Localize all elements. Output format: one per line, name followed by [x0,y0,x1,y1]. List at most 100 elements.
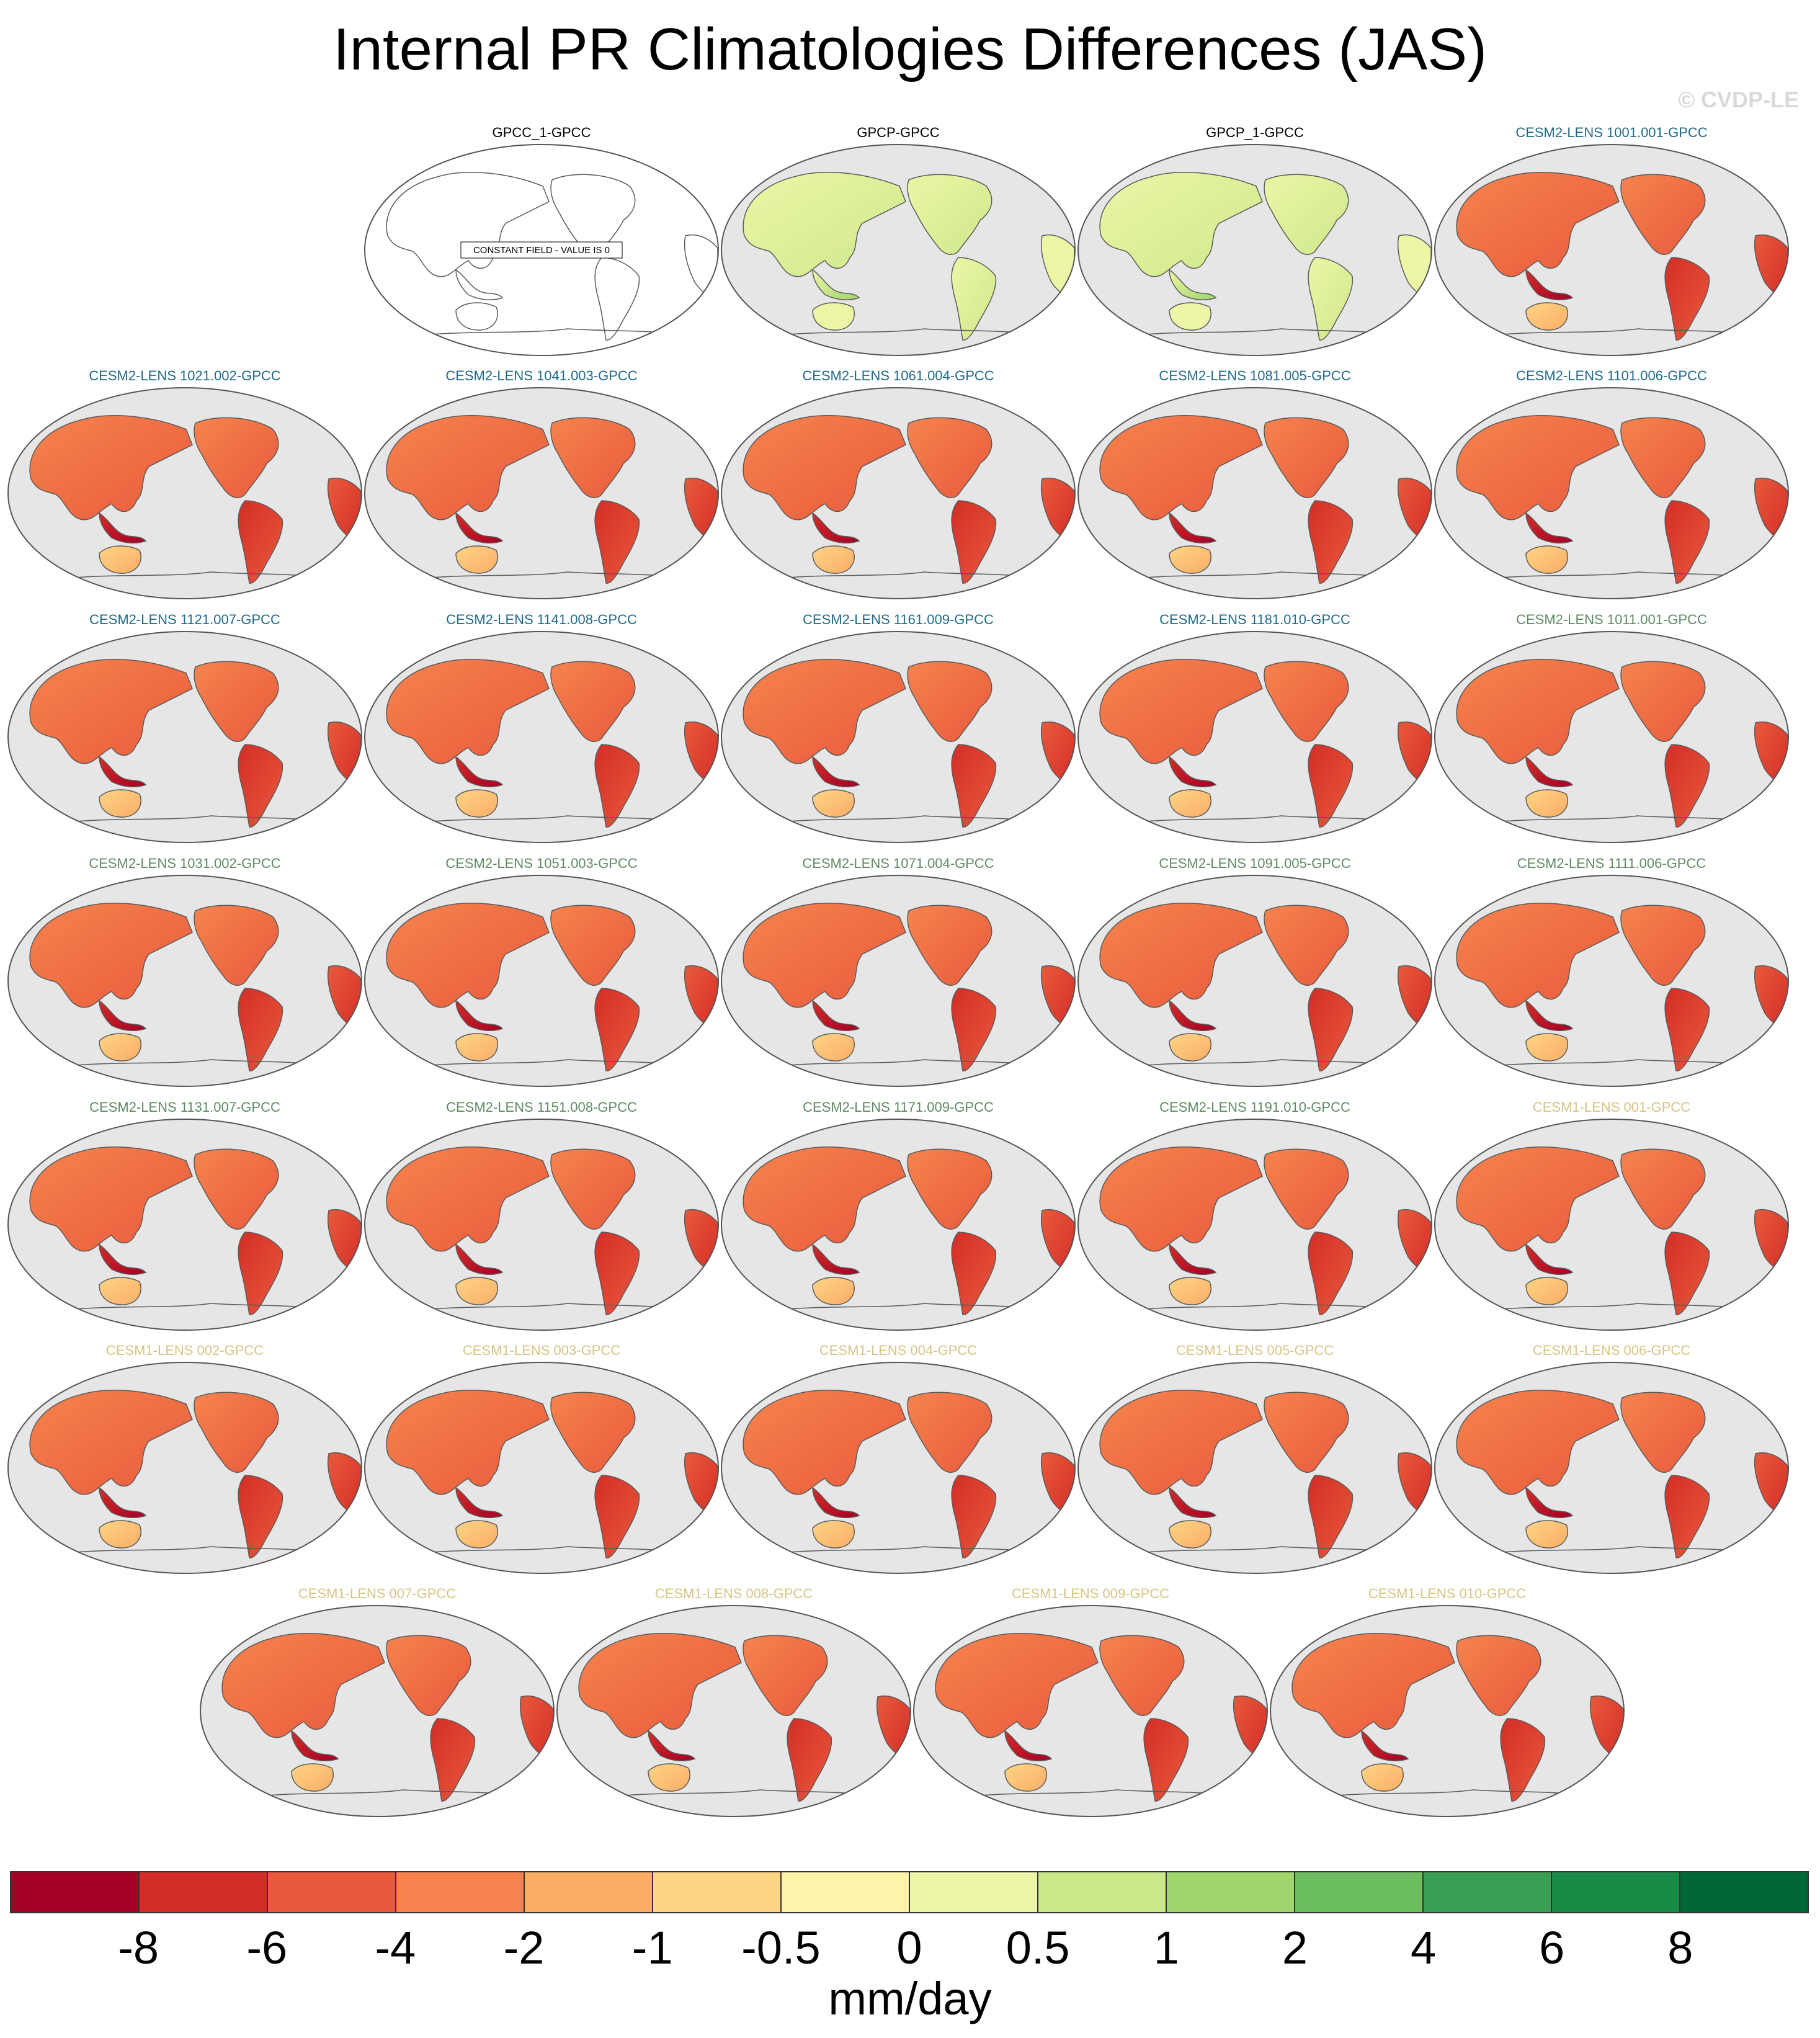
map-outline [364,1362,719,1574]
map-panel-title: CESM1-LENS 006-GPCC [1532,1343,1691,1358]
continent-eurasia [1099,1146,1263,1252]
continent-eurasia [743,903,906,1008]
continent-namerica [194,905,279,986]
map-globe [1434,144,1789,356]
map-outline [364,1119,719,1331]
map-outline [364,144,719,356]
map-panel-title: CESM2-LENS 1031.002-GPCC [89,856,281,871]
continent-namerica [907,417,993,498]
map-globe [1434,1362,1789,1574]
continent-australia [812,1520,855,1549]
colorbar-box [652,1871,782,1913]
continent-australia [1525,789,1568,818]
continent-seasia [812,269,860,301]
map-panel: CESM1-LENS 005-GPCC [1076,1342,1434,1578]
colorbar-tick-label: -2 [503,1922,545,1973]
continent-namerica [550,1392,636,1473]
continent-seasia [1169,1486,1217,1519]
continent-seasia [812,999,860,1032]
continent-australia [1169,302,1211,331]
continent-namerica [1620,1392,1706,1473]
map-panel: CESM2-LENS 1161.009-GPCC [720,611,1077,847]
continent-eurasia [386,1390,550,1495]
continent-eurasia [29,1390,193,1495]
continent-eurasia [743,659,906,764]
map-outline [1077,144,1432,356]
continent-australia [455,302,498,331]
map-panel-title: CESM1-LENS 004-GPCC [819,1343,978,1358]
continent-eurasia [743,415,906,521]
continent-samerica [1308,988,1354,1071]
colorbar-box [395,1871,525,1913]
map-outline [1434,631,1789,843]
continent-namerica [194,417,279,498]
continent-samerica [1664,744,1710,828]
continent-eurasia [29,1146,193,1252]
map-outline [7,387,362,599]
map-panel: CESM2-LENS 1151.008-GPCC [363,1099,720,1334]
colorbar-box [1166,1871,1295,1913]
continent-seasia [99,512,147,544]
map-panel: CESM2-LENS 1041.003-GPCC [363,367,720,603]
map-panel-title: CESM1-LENS 001-GPCC [1532,1099,1691,1115]
map-panel: CESM2-LENS 1061.004-GPCC [720,367,1077,603]
continent-eurasia [386,659,550,764]
continent-seasia [455,756,504,788]
map-globe [364,1362,719,1574]
map-globe [7,1119,362,1331]
continent-namerica [194,1392,279,1473]
map-panel-title: CESM1-LENS 007-GPCC [298,1586,457,1601]
map-panel: CESM2-LENS 1121.007-GPCC [6,611,364,847]
continent-samerica [1664,257,1710,341]
map-panel: CESM2-LENS 1021.002-GPCC [6,367,364,603]
map-globe [364,631,719,843]
map-panel-title: GPCP-GPCC [857,125,940,140]
map-outline [7,1362,362,1574]
map-outline [721,875,1076,1087]
map-panel: CESM1-LENS 008-GPCC [555,1585,912,1821]
continent-namerica [1620,417,1706,498]
continent-australia [812,1277,855,1305]
continent-namerica [550,661,636,742]
map-outline [364,631,719,843]
map-panel: GPCP-GPCC [720,124,1077,360]
continent-seasia [1361,1730,1409,1762]
continent-samerica [951,500,997,584]
continent-seasia [812,1243,860,1276]
continent-samerica [594,744,640,828]
continent-namerica [1456,1635,1541,1716]
continent-australia [291,1763,334,1792]
continent-namerica [1264,905,1349,986]
continent-namerica [550,1148,636,1230]
continent-eurasia [29,903,193,1008]
colorbar-box [1551,1871,1680,1913]
map-panel: CESM2-LENS 1171.009-GPCC [720,1099,1077,1334]
continent-eurasia [935,1633,1099,1738]
continent-australia [1004,1763,1047,1792]
continent-eurasia [1456,903,1620,1008]
map-outline [1270,1605,1625,1817]
continent-eurasia [386,415,550,521]
continent-australia [812,1033,855,1061]
colorbar-box [1037,1871,1167,1913]
continent-namerica [907,905,993,986]
colorbar-tick-label: 0 [896,1922,922,1973]
continent-namerica [1264,174,1349,255]
continent-seasia [1169,756,1217,788]
continent-samerica [430,1718,476,1802]
map-outline [7,631,362,843]
colorbar-box [524,1871,653,1913]
map-globe [364,875,719,1087]
continent-australia [99,1520,141,1549]
continent-samerica [951,988,997,1071]
continent-eurasia [1099,172,1263,277]
continent-eurasia [386,903,550,1008]
continent-namerica [1620,661,1706,742]
continent-seasia [812,512,860,544]
map-outline [364,875,719,1087]
continent-australia [648,1763,690,1792]
colorbar [10,1871,1809,1913]
continent-australia [1169,1033,1211,1061]
map-panel: GPCP_1-GPCC [1076,124,1434,360]
map-globe [1434,1119,1789,1331]
